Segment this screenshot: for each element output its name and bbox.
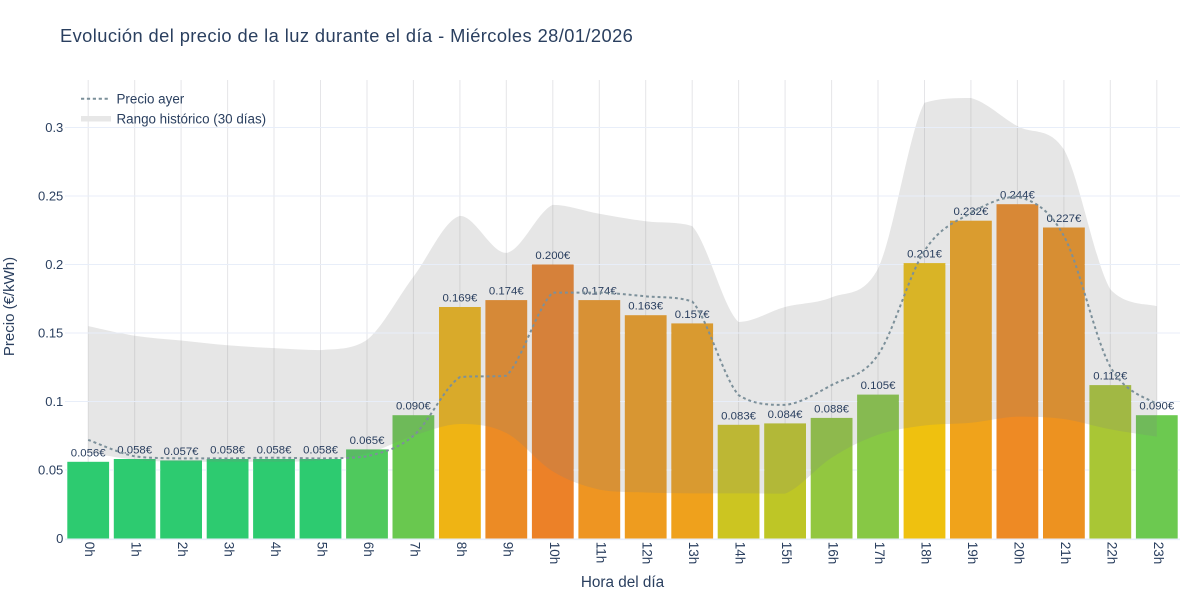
- svg-text:3h: 3h: [222, 542, 237, 557]
- svg-text:0.2: 0.2: [45, 257, 63, 272]
- svg-text:0.3: 0.3: [45, 120, 63, 135]
- svg-text:0.244€: 0.244€: [1000, 190, 1036, 202]
- svg-text:14h: 14h: [733, 542, 748, 565]
- svg-text:0.201€: 0.201€: [907, 249, 943, 261]
- svg-text:9h: 9h: [500, 542, 515, 557]
- svg-text:11h: 11h: [593, 542, 608, 564]
- svg-text:17h: 17h: [872, 542, 887, 565]
- svg-text:Hora del día: Hora del día: [581, 574, 665, 591]
- svg-text:0.1: 0.1: [45, 394, 63, 409]
- svg-text:0.15: 0.15: [38, 326, 63, 341]
- svg-text:0.090€: 0.090€: [396, 401, 432, 413]
- svg-text:0.174€: 0.174€: [582, 286, 618, 298]
- svg-text:21h: 21h: [1058, 542, 1073, 565]
- svg-text:5h: 5h: [315, 542, 330, 557]
- svg-text:12h: 12h: [640, 542, 655, 565]
- svg-text:1h: 1h: [129, 542, 144, 557]
- svg-text:0.112€: 0.112€: [1093, 371, 1128, 383]
- svg-text:18h: 18h: [919, 542, 934, 565]
- svg-text:0.084€: 0.084€: [768, 409, 804, 421]
- svg-text:0.065€: 0.065€: [350, 435, 386, 447]
- svg-text:15h: 15h: [779, 542, 794, 565]
- svg-text:20h: 20h: [1011, 542, 1026, 565]
- svg-text:0.058€: 0.058€: [257, 445, 293, 457]
- svg-text:4h: 4h: [268, 542, 283, 557]
- svg-text:0.088€: 0.088€: [814, 403, 850, 415]
- svg-text:0.169€: 0.169€: [442, 293, 478, 305]
- svg-text:13h: 13h: [686, 542, 701, 565]
- svg-text:0.090€: 0.090€: [1139, 401, 1175, 413]
- svg-text:Rango histórico (30 días): Rango histórico (30 días): [117, 111, 267, 126]
- svg-text:0.163€: 0.163€: [628, 301, 664, 313]
- svg-text:0.200€: 0.200€: [535, 250, 571, 262]
- svg-text:0.05: 0.05: [38, 463, 63, 478]
- svg-text:0.083€: 0.083€: [721, 410, 757, 422]
- svg-text:0.056€: 0.056€: [71, 447, 107, 459]
- svg-text:0.174€: 0.174€: [489, 286, 525, 298]
- svg-text:0: 0: [56, 531, 63, 546]
- svg-text:10h: 10h: [547, 542, 562, 565]
- svg-text:0.105€: 0.105€: [861, 380, 897, 392]
- svg-text:0.157€: 0.157€: [675, 309, 711, 321]
- svg-text:Precio ayer: Precio ayer: [117, 91, 185, 106]
- svg-text:0.227€: 0.227€: [1046, 213, 1082, 225]
- svg-text:0.058€: 0.058€: [117, 445, 153, 457]
- svg-text:0.058€: 0.058€: [210, 445, 246, 457]
- svg-text:16h: 16h: [826, 542, 841, 565]
- svg-text:23h: 23h: [1151, 542, 1166, 565]
- svg-text:0.058€: 0.058€: [303, 445, 339, 457]
- svg-text:Evolución del precio de la luz: Evolución del precio de la luz durante e…: [60, 25, 633, 46]
- svg-text:19h: 19h: [965, 542, 980, 565]
- svg-text:0.25: 0.25: [38, 189, 63, 204]
- svg-text:2h: 2h: [175, 542, 190, 557]
- svg-text:Precio (€/kWh): Precio (€/kWh): [1, 257, 18, 356]
- svg-text:0.057€: 0.057€: [164, 446, 200, 458]
- svg-text:6h: 6h: [361, 542, 376, 557]
- svg-text:0h: 0h: [82, 542, 97, 557]
- svg-text:7h: 7h: [407, 542, 422, 557]
- svg-text:22h: 22h: [1104, 542, 1119, 565]
- svg-text:8h: 8h: [454, 542, 469, 557]
